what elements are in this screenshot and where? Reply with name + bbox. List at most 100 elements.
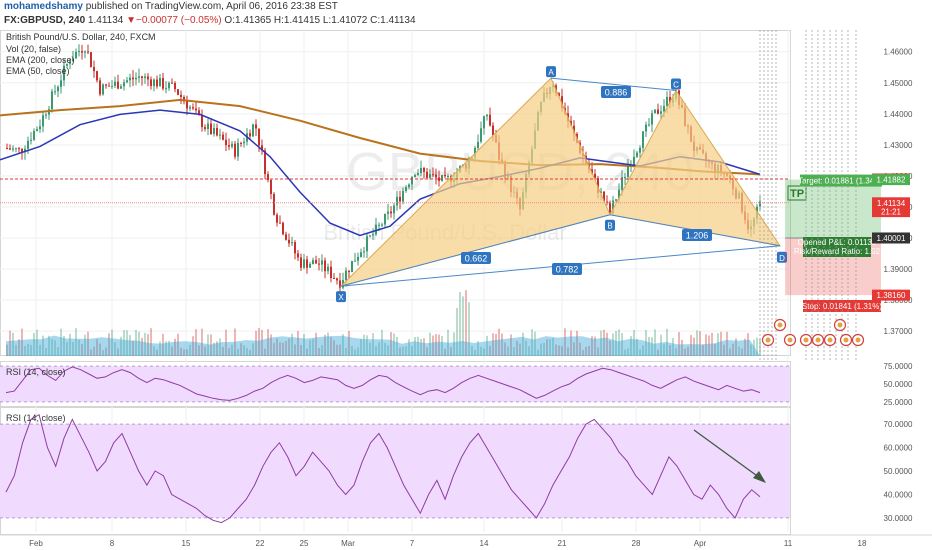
volume-bar: [444, 348, 446, 356]
candle-body: [276, 214, 278, 223]
ratio-text: 1.206: [686, 231, 709, 241]
author-name[interactable]: mohamedshamy: [4, 1, 83, 12]
volume-bar: [21, 328, 23, 356]
volume-bar: [462, 296, 464, 356]
rsi2-tick-label: 40.0000: [884, 490, 913, 499]
candle-body: [573, 125, 575, 134]
pnl-bg: [803, 237, 871, 257]
candle-body: [81, 51, 83, 53]
point-badge: [671, 78, 681, 90]
volume-bar: [126, 330, 128, 356]
volume-bar: [726, 331, 728, 356]
volume-bar: [141, 337, 143, 356]
main-legend-title: British Pound/U.S. Dollar, 240, FXCM: [6, 32, 156, 42]
candle-body: [102, 84, 104, 95]
volume-bar: [378, 342, 380, 356]
volume-bar: [753, 339, 755, 356]
time-tick-label: 11: [784, 539, 793, 548]
volume-bar: [303, 333, 305, 356]
volume-bar: [432, 335, 434, 356]
candle-body: [141, 76, 143, 79]
candle-body: [315, 260, 317, 264]
volume-bar: [732, 343, 734, 356]
volume-bar: [387, 345, 389, 356]
price-tag-bg: [872, 232, 910, 244]
volume-bar: [321, 344, 323, 356]
candle-body: [333, 277, 335, 279]
candle-body: [111, 85, 113, 87]
event-icon-dot: [787, 337, 793, 343]
volume-bar: [222, 346, 224, 356]
pattern-line-AC: [550, 77, 677, 92]
volume-bars: [6, 290, 761, 356]
event-icon-dot: [765, 337, 771, 343]
price-tick-label: 1.45000: [884, 79, 913, 88]
volume-bar: [198, 345, 200, 356]
candle-body: [627, 166, 629, 177]
time-tick-label: Mar: [341, 539, 355, 548]
volume-bar: [345, 347, 347, 356]
candle-body: [105, 84, 107, 86]
volume-bar: [525, 340, 527, 356]
candle-body: [399, 196, 401, 202]
rsi1-band: [0, 366, 790, 402]
volume-bar: [708, 335, 710, 356]
candle-body: [39, 126, 41, 130]
volume-bar: [90, 349, 92, 356]
candle-body: [654, 109, 656, 114]
candle-body: [201, 115, 203, 128]
volume-bar: [447, 329, 449, 356]
candle-body: [225, 139, 227, 146]
volume-bar: [24, 345, 26, 356]
candle-body: [345, 270, 347, 281]
pattern-ratio-label: 0.782: [552, 263, 582, 275]
candle-body: [642, 131, 644, 148]
pattern-point-A: A: [546, 66, 556, 78]
volume-bar: [57, 347, 59, 356]
candle-body: [405, 187, 407, 191]
volume-bar: [111, 329, 113, 356]
candle-body: [15, 148, 17, 150]
candle-body: [615, 199, 617, 201]
candle-body: [321, 260, 323, 265]
candle-body: [237, 142, 239, 157]
candle-body: [336, 278, 338, 281]
volume-bar: [213, 342, 215, 356]
candle-body: [300, 257, 302, 268]
candle-body: [618, 189, 620, 200]
volume-bar: [366, 335, 368, 356]
candle-body: [69, 61, 71, 64]
candle-body: [318, 263, 320, 265]
ratio-badge: [461, 252, 491, 264]
pattern-line-XB: [340, 214, 611, 287]
volume-bar: [192, 336, 194, 356]
ratio-badge: [552, 263, 582, 275]
pattern-ratio-label: 1.206: [682, 229, 712, 241]
volume-bar: [498, 328, 500, 356]
volume-bar: [405, 346, 407, 356]
candle-body: [117, 81, 119, 89]
candle-body: [6, 147, 8, 149]
volume-bar: [306, 348, 308, 356]
candle-body: [282, 222, 284, 235]
volume-bar: [252, 343, 254, 356]
main-legend-item: Vol (20, false): [6, 44, 61, 54]
volume-bar: [27, 343, 29, 356]
candle-body: [273, 193, 275, 215]
candle-body: [129, 77, 131, 81]
volume-bar: [594, 336, 596, 356]
volume-bar: [285, 340, 287, 356]
volume-bar: [675, 348, 677, 356]
candle-body: [420, 167, 422, 174]
candle-body: [435, 174, 437, 178]
volume-bar: [531, 329, 533, 356]
volume-bar: [570, 330, 572, 356]
candle-body: [663, 105, 665, 112]
volume-bar: [663, 344, 665, 356]
candle-body: [429, 174, 431, 178]
target-bg: [800, 174, 882, 187]
volume-bar: [528, 346, 530, 356]
price-tick-label: 1.46000: [884, 48, 913, 57]
candle-body: [123, 82, 125, 87]
